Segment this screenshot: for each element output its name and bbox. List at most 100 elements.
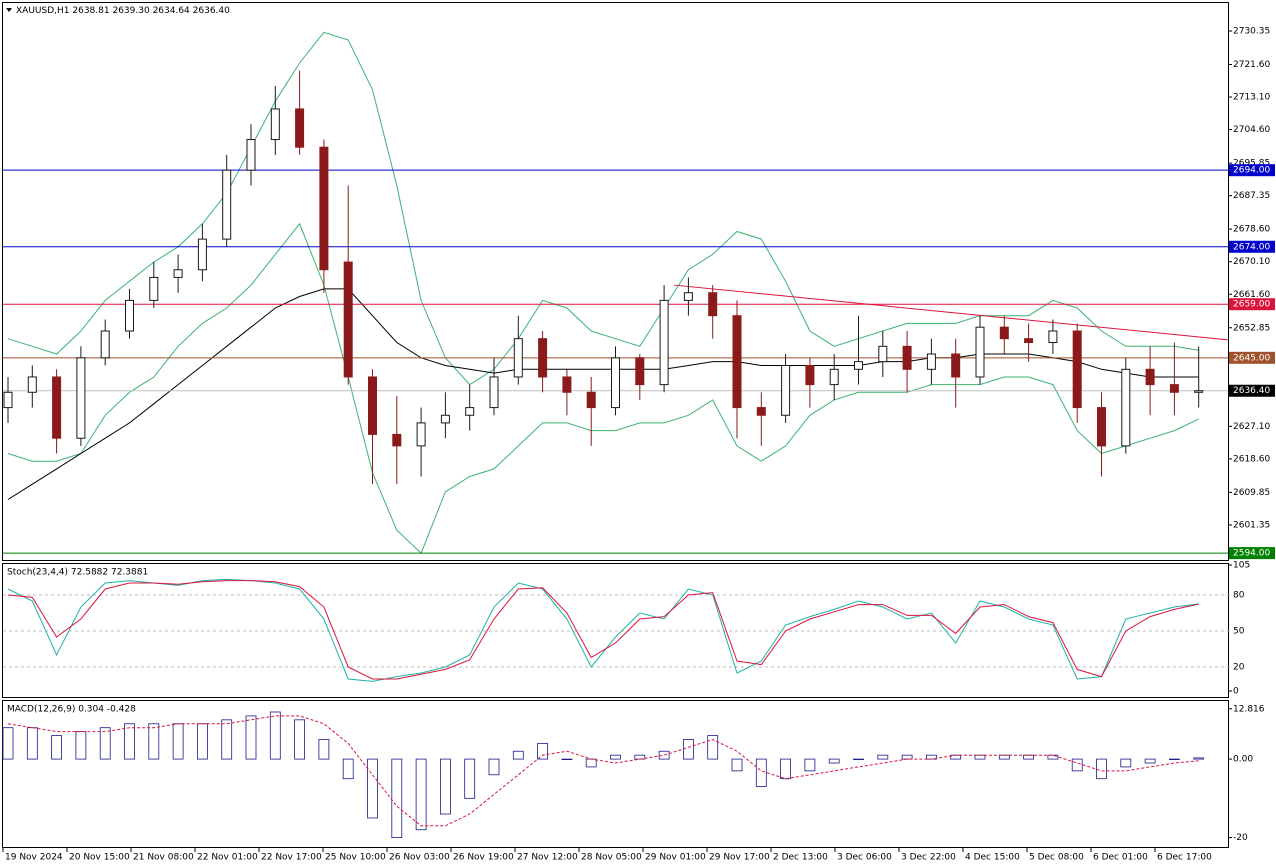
x-tick-label: 26 Nov 19:00 bbox=[453, 853, 514, 863]
y-tick-label: 2670.10 bbox=[1233, 257, 1270, 267]
symbol: XAUUSD,H1 bbox=[16, 6, 70, 16]
macd-bar bbox=[464, 758, 476, 799]
candle-body bbox=[975, 326, 985, 378]
candle-body bbox=[76, 357, 86, 439]
level-label: 2659.00 bbox=[1233, 300, 1270, 310]
stoch-line bbox=[7, 580, 1199, 680]
level-label: 2636.40 bbox=[1233, 386, 1270, 396]
macd-bar bbox=[610, 754, 621, 760]
candle-body bbox=[1072, 330, 1082, 409]
macd-bar bbox=[1144, 758, 1156, 764]
stoch-tick-label: 105 bbox=[1233, 561, 1250, 571]
candle-body bbox=[586, 391, 596, 409]
candle-body bbox=[1169, 384, 1179, 393]
candle-body bbox=[222, 169, 232, 240]
stoch-tick-label: 50 bbox=[1233, 627, 1245, 637]
level-label: 2594.00 bbox=[1233, 549, 1270, 559]
candle-body bbox=[683, 292, 693, 301]
macd-bar bbox=[221, 719, 233, 760]
y-tick-label: 2618.60 bbox=[1233, 454, 1270, 464]
candle-body bbox=[173, 269, 183, 278]
x-tick-label: 29 Nov 01:00 bbox=[645, 853, 706, 863]
candle-body bbox=[3, 391, 13, 409]
x-tick-label: 20 Nov 15:00 bbox=[69, 853, 130, 863]
y-tick-label: 2695.85 bbox=[1233, 159, 1270, 169]
macd-bar bbox=[294, 719, 306, 760]
macd-bar bbox=[707, 735, 719, 760]
y-tick-label: 2652.85 bbox=[1233, 323, 1270, 333]
macd-bar bbox=[439, 758, 451, 815]
x-tick-label: 26 Nov 03:00 bbox=[389, 853, 450, 863]
candle-body bbox=[246, 139, 256, 171]
candle-body bbox=[270, 108, 280, 141]
macd-bar bbox=[731, 758, 743, 772]
x-tick-label: 6 Dec 17:00 bbox=[1157, 853, 1212, 863]
candle-body bbox=[1194, 390, 1204, 393]
candle-body bbox=[1145, 368, 1155, 386]
candle-body bbox=[1121, 368, 1131, 447]
macd-bar bbox=[415, 758, 427, 831]
stoch-line bbox=[7, 578, 1199, 682]
candle-body bbox=[659, 299, 669, 386]
candle-body bbox=[319, 146, 329, 271]
candle-body bbox=[732, 315, 742, 409]
macd-tick-label: -20 bbox=[1233, 833, 1248, 843]
candle-body bbox=[902, 345, 912, 370]
macd-bar bbox=[512, 750, 524, 760]
x-tick-label: 27 Nov 12:00 bbox=[517, 853, 578, 863]
candle-body bbox=[27, 376, 37, 393]
candle-body bbox=[1048, 330, 1058, 343]
level-label-box bbox=[1229, 351, 1275, 364]
y-tick-label: 2687.35 bbox=[1233, 191, 1270, 201]
y-tick-label: 2730.35 bbox=[1233, 26, 1270, 36]
trendline bbox=[673, 284, 1228, 341]
x-tick-label: 28 Nov 05:00 bbox=[581, 853, 642, 863]
macd-bar bbox=[561, 758, 573, 760]
macd-bar bbox=[2, 727, 14, 760]
macd-bar bbox=[367, 758, 378, 819]
macd-bar bbox=[877, 754, 889, 760]
stoch-tick-label: 0 bbox=[1233, 687, 1239, 697]
macd-bar bbox=[780, 758, 791, 780]
macd-tick-label: 12.816 bbox=[1233, 704, 1265, 714]
candle-body bbox=[295, 108, 305, 148]
x-tick-label: 29 Nov 17:00 bbox=[709, 853, 770, 863]
candle-body bbox=[951, 353, 961, 378]
macd-bar bbox=[828, 758, 840, 764]
macd-bar bbox=[342, 758, 354, 780]
x-tick-label: 22 Nov 17:00 bbox=[261, 853, 322, 863]
candle-body bbox=[416, 422, 426, 447]
macd-bar bbox=[318, 739, 330, 760]
macd-bar bbox=[1096, 758, 1107, 780]
macd-bar bbox=[853, 758, 864, 760]
quote-close: 2636.40 bbox=[193, 6, 230, 16]
y-tick-label: 2721.60 bbox=[1233, 60, 1270, 70]
y-tick-label: 2678.60 bbox=[1233, 225, 1270, 235]
quote-low: 2634.64 bbox=[153, 6, 190, 16]
candle-body bbox=[611, 357, 620, 409]
x-tick-label: 3 Dec 22:00 bbox=[901, 853, 956, 863]
macd-bar bbox=[51, 735, 62, 760]
candle-body bbox=[392, 433, 402, 447]
quote-open: 2638.81 bbox=[72, 6, 109, 16]
level-label-box bbox=[1229, 384, 1275, 397]
candle-body bbox=[343, 261, 353, 378]
candle-body bbox=[854, 361, 863, 370]
macd-bar bbox=[99, 727, 111, 760]
candle-body bbox=[708, 292, 718, 317]
band-lower bbox=[7, 222, 1199, 554]
y-tick-label: 2627.10 bbox=[1233, 422, 1270, 432]
candle-body bbox=[465, 407, 475, 416]
candle-body bbox=[538, 338, 548, 378]
macd-bar bbox=[804, 758, 816, 772]
level-label-box bbox=[1229, 240, 1275, 253]
candle-body bbox=[805, 364, 815, 386]
menu-arrow[interactable] bbox=[6, 8, 12, 12]
level-label-box bbox=[1229, 298, 1275, 311]
macd-tick-label: 0.00 bbox=[1233, 755, 1253, 765]
macd-bar bbox=[755, 758, 767, 787]
macd-title: MACD(12,26,9) 0.304 -0.428 bbox=[7, 705, 136, 715]
stoch-tick-label: 80 bbox=[1233, 591, 1245, 601]
